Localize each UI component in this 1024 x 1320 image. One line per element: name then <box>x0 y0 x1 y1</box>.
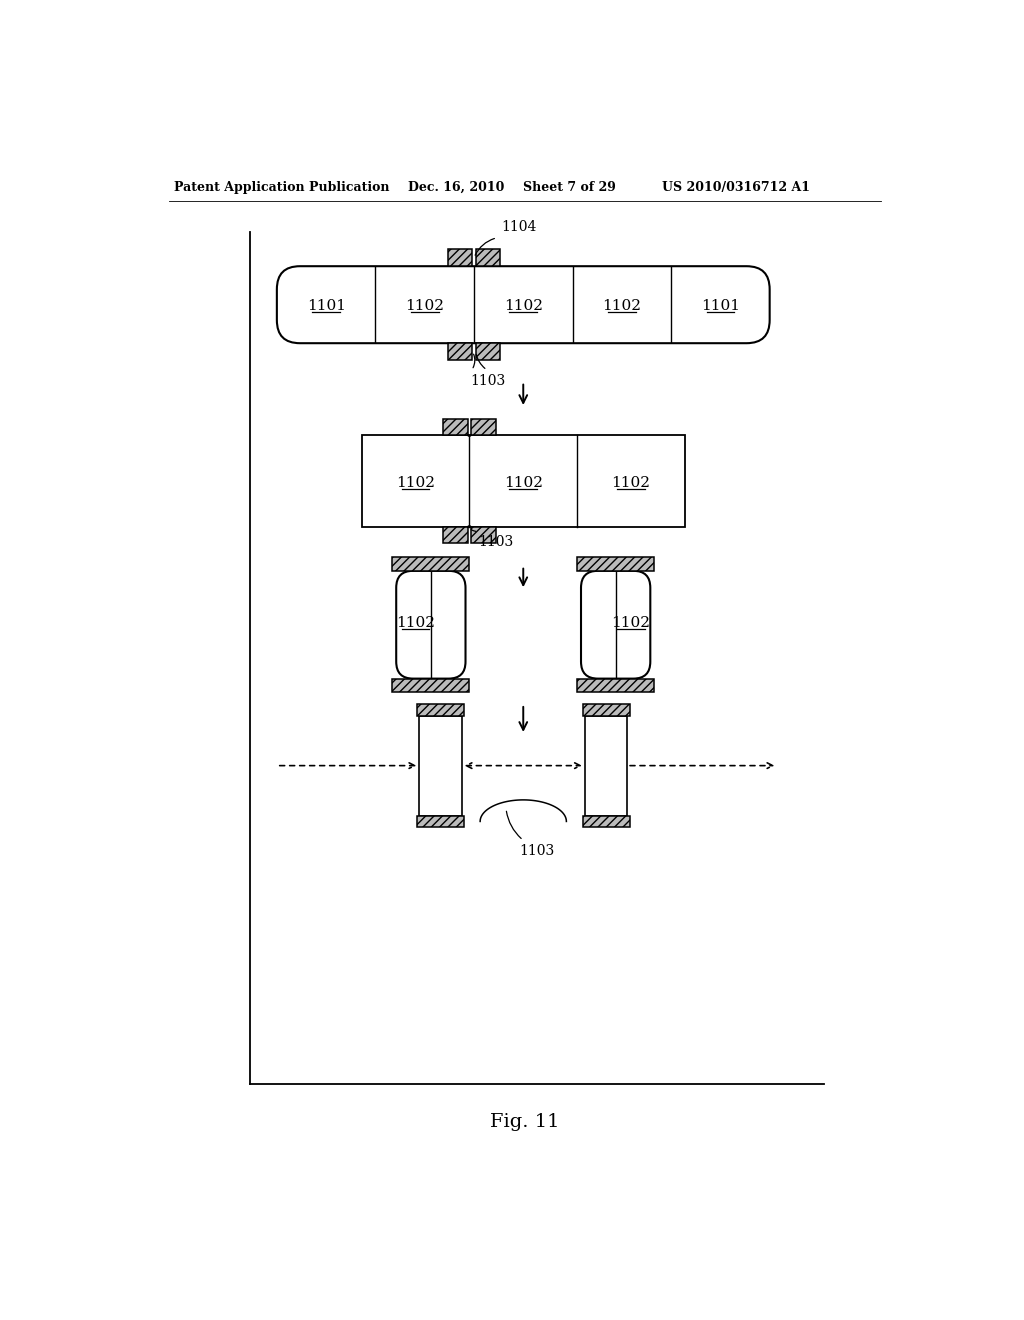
Bar <box>417 704 464 715</box>
Text: 1102: 1102 <box>396 616 435 630</box>
Bar <box>392 678 469 693</box>
Bar <box>361 434 685 527</box>
Text: 1102: 1102 <box>602 300 641 313</box>
Text: 1104: 1104 <box>501 220 537 234</box>
Bar <box>392 557 469 570</box>
Text: 1102: 1102 <box>504 475 543 490</box>
FancyBboxPatch shape <box>396 570 466 678</box>
Text: 1102: 1102 <box>504 300 543 313</box>
Bar <box>471 527 496 543</box>
Bar <box>583 816 630 828</box>
Text: 1103: 1103 <box>519 845 555 858</box>
Text: 1103: 1103 <box>478 535 514 549</box>
Text: Sheet 7 of 29: Sheet 7 of 29 <box>523 181 616 194</box>
Text: 1102: 1102 <box>611 616 650 630</box>
Bar <box>475 343 500 360</box>
Text: 1103: 1103 <box>470 374 506 388</box>
Bar <box>443 527 468 543</box>
Text: 1102: 1102 <box>396 475 435 490</box>
Text: 1101: 1101 <box>700 300 740 313</box>
Bar <box>447 249 472 267</box>
Bar <box>447 343 472 360</box>
Text: Fig. 11: Fig. 11 <box>490 1114 559 1131</box>
Bar <box>585 715 628 816</box>
Bar <box>583 704 630 715</box>
FancyBboxPatch shape <box>276 267 770 343</box>
Bar <box>578 678 654 693</box>
Text: 1102: 1102 <box>611 475 650 490</box>
Bar <box>419 715 462 816</box>
Text: 1101: 1101 <box>306 300 346 313</box>
Bar <box>475 249 500 267</box>
Text: Dec. 16, 2010: Dec. 16, 2010 <box>408 181 504 194</box>
Bar <box>417 816 464 828</box>
FancyBboxPatch shape <box>581 570 650 678</box>
Bar <box>443 420 468 434</box>
Text: Patent Application Publication: Patent Application Publication <box>174 181 390 194</box>
Bar <box>471 420 496 434</box>
Text: US 2010/0316712 A1: US 2010/0316712 A1 <box>662 181 810 194</box>
Bar <box>578 557 654 570</box>
Text: 1102: 1102 <box>406 300 444 313</box>
